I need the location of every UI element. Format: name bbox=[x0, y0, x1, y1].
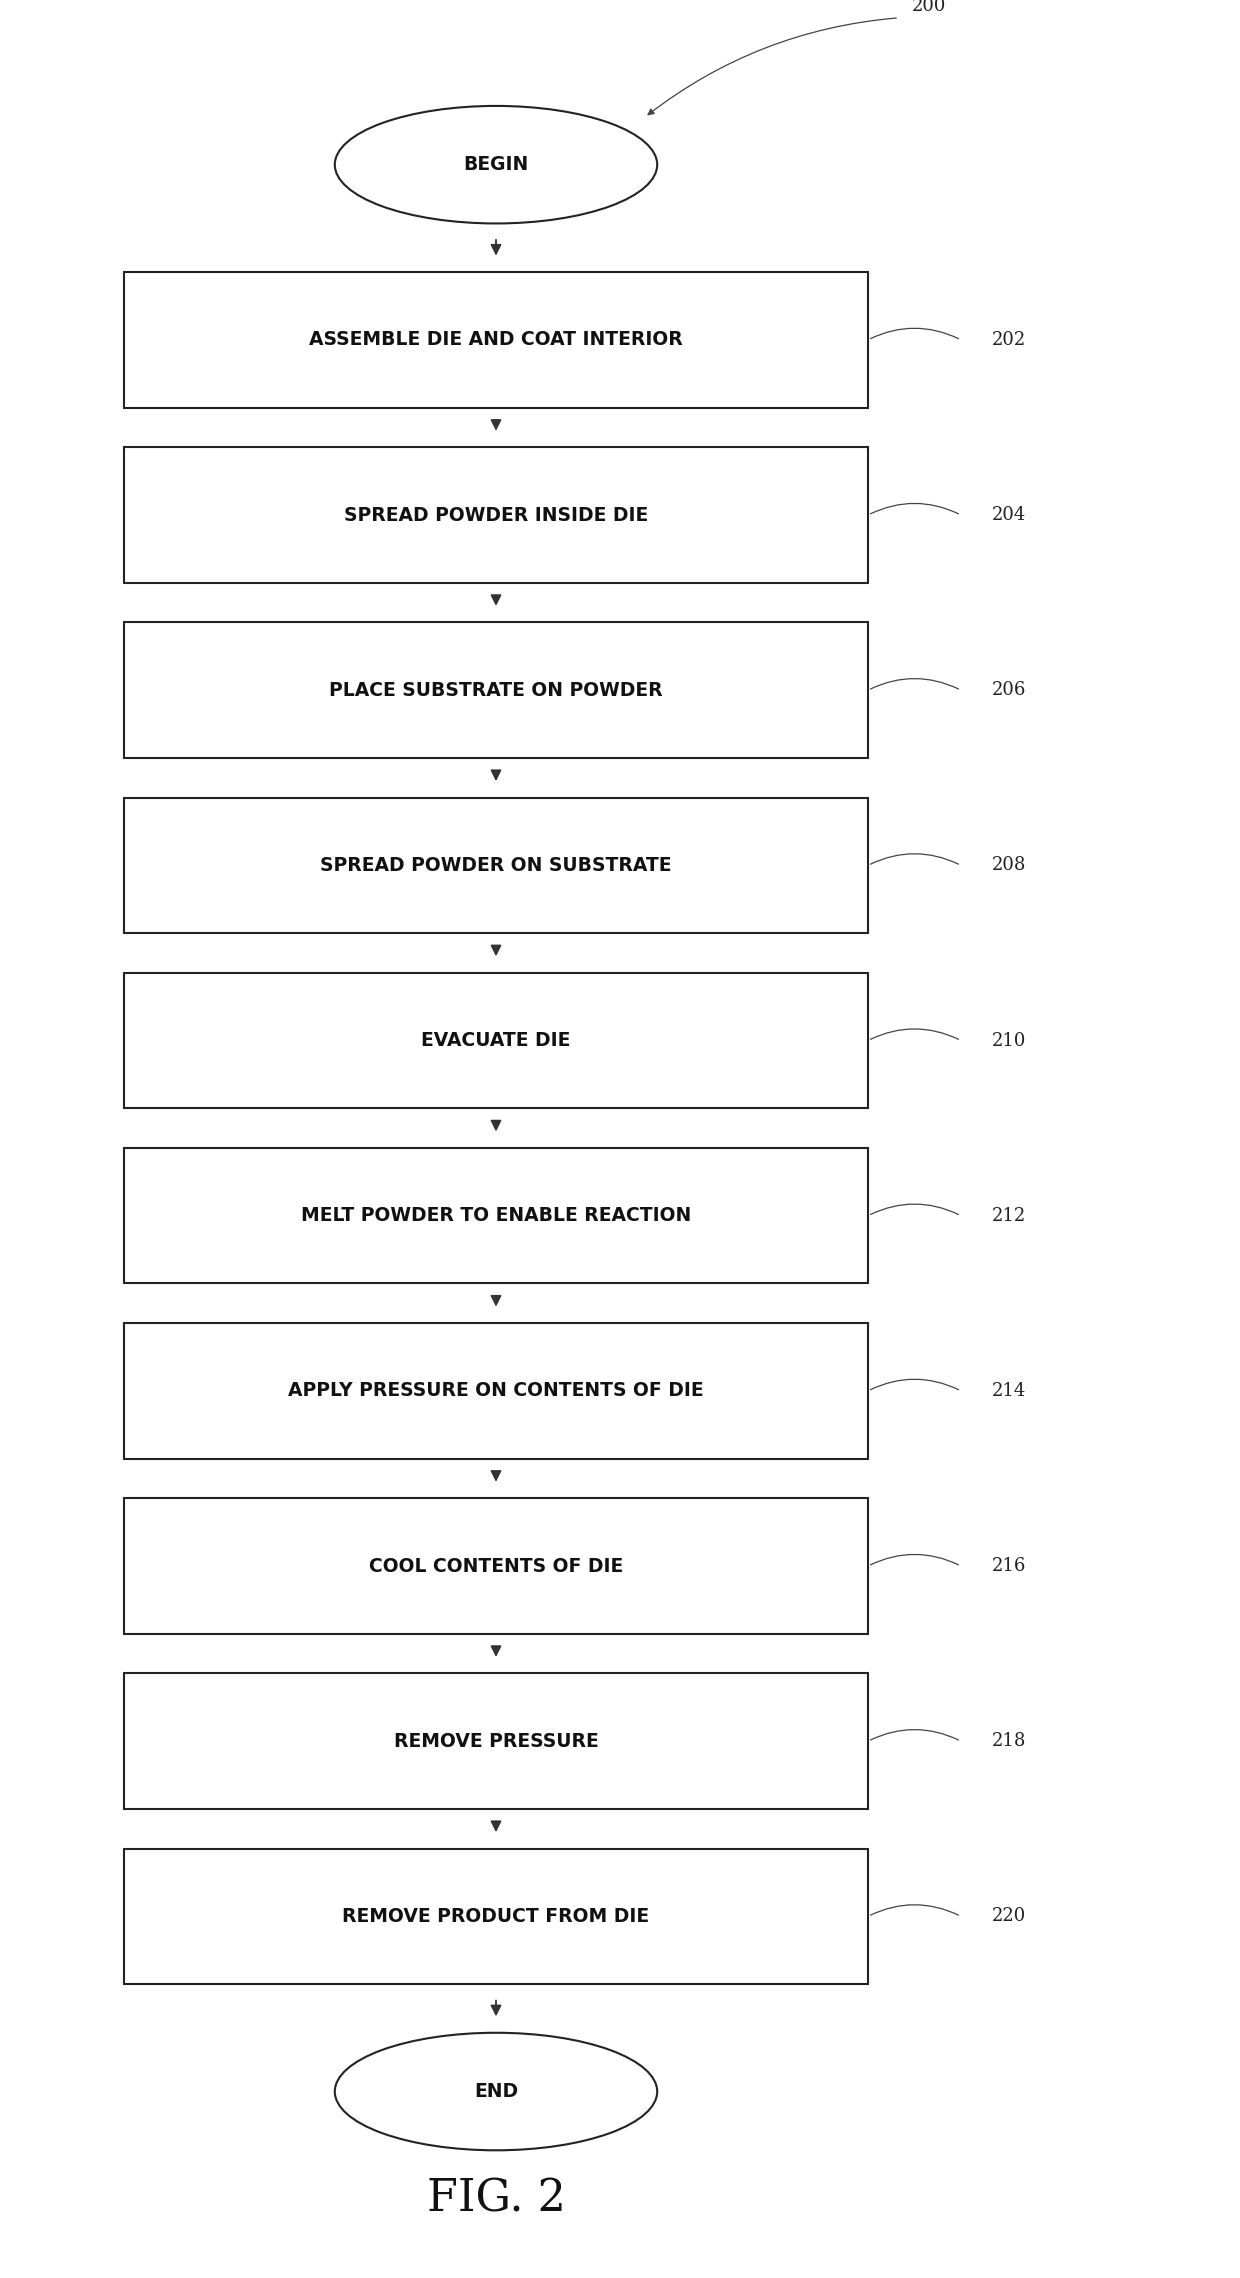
Bar bbox=[124, 1499, 868, 1633]
Bar bbox=[124, 973, 868, 1109]
Text: MELT POWDER TO ENABLE REACTION: MELT POWDER TO ENABLE REACTION bbox=[301, 1205, 691, 1226]
Text: SPREAD POWDER INSIDE DIE: SPREAD POWDER INSIDE DIE bbox=[343, 506, 649, 524]
Text: 208: 208 bbox=[992, 857, 1027, 875]
Text: ASSEMBLE DIE AND COAT INTERIOR: ASSEMBLE DIE AND COAT INTERIOR bbox=[309, 330, 683, 349]
Bar bbox=[124, 1324, 868, 1458]
Text: COOL CONTENTS OF DIE: COOL CONTENTS OF DIE bbox=[368, 1556, 624, 1576]
Bar bbox=[124, 271, 868, 408]
Bar bbox=[124, 622, 868, 759]
Text: END: END bbox=[474, 2082, 518, 2100]
Text: REMOVE PRESSURE: REMOVE PRESSURE bbox=[393, 1731, 599, 1752]
Text: BEGIN: BEGIN bbox=[464, 155, 528, 173]
Text: REMOVE PRODUCT FROM DIE: REMOVE PRODUCT FROM DIE bbox=[342, 1907, 650, 1925]
Text: 212: 212 bbox=[992, 1207, 1027, 1226]
Ellipse shape bbox=[335, 2032, 657, 2150]
Bar bbox=[124, 797, 868, 934]
Text: 206: 206 bbox=[992, 681, 1027, 699]
Bar bbox=[124, 1674, 868, 1809]
Text: APPLY PRESSURE ON CONTENTS OF DIE: APPLY PRESSURE ON CONTENTS OF DIE bbox=[288, 1380, 704, 1401]
Bar bbox=[124, 1148, 868, 1283]
Text: 214: 214 bbox=[992, 1383, 1027, 1401]
Text: 218: 218 bbox=[992, 1731, 1027, 1750]
Text: SPREAD POWDER ON SUBSTRATE: SPREAD POWDER ON SUBSTRATE bbox=[320, 857, 672, 875]
Bar bbox=[124, 446, 868, 583]
Text: 202: 202 bbox=[992, 330, 1027, 349]
Text: FIG. 2: FIG. 2 bbox=[427, 2178, 565, 2221]
Text: PLACE SUBSTRATE ON POWDER: PLACE SUBSTRATE ON POWDER bbox=[329, 681, 663, 699]
Bar bbox=[124, 1847, 868, 1984]
Text: EVACUATE DIE: EVACUATE DIE bbox=[422, 1032, 570, 1050]
Ellipse shape bbox=[335, 105, 657, 223]
Text: 220: 220 bbox=[992, 1907, 1027, 1925]
Text: 200: 200 bbox=[911, 0, 946, 16]
Text: 204: 204 bbox=[992, 506, 1027, 524]
Text: 216: 216 bbox=[992, 1558, 1027, 1574]
Text: 210: 210 bbox=[992, 1032, 1027, 1050]
